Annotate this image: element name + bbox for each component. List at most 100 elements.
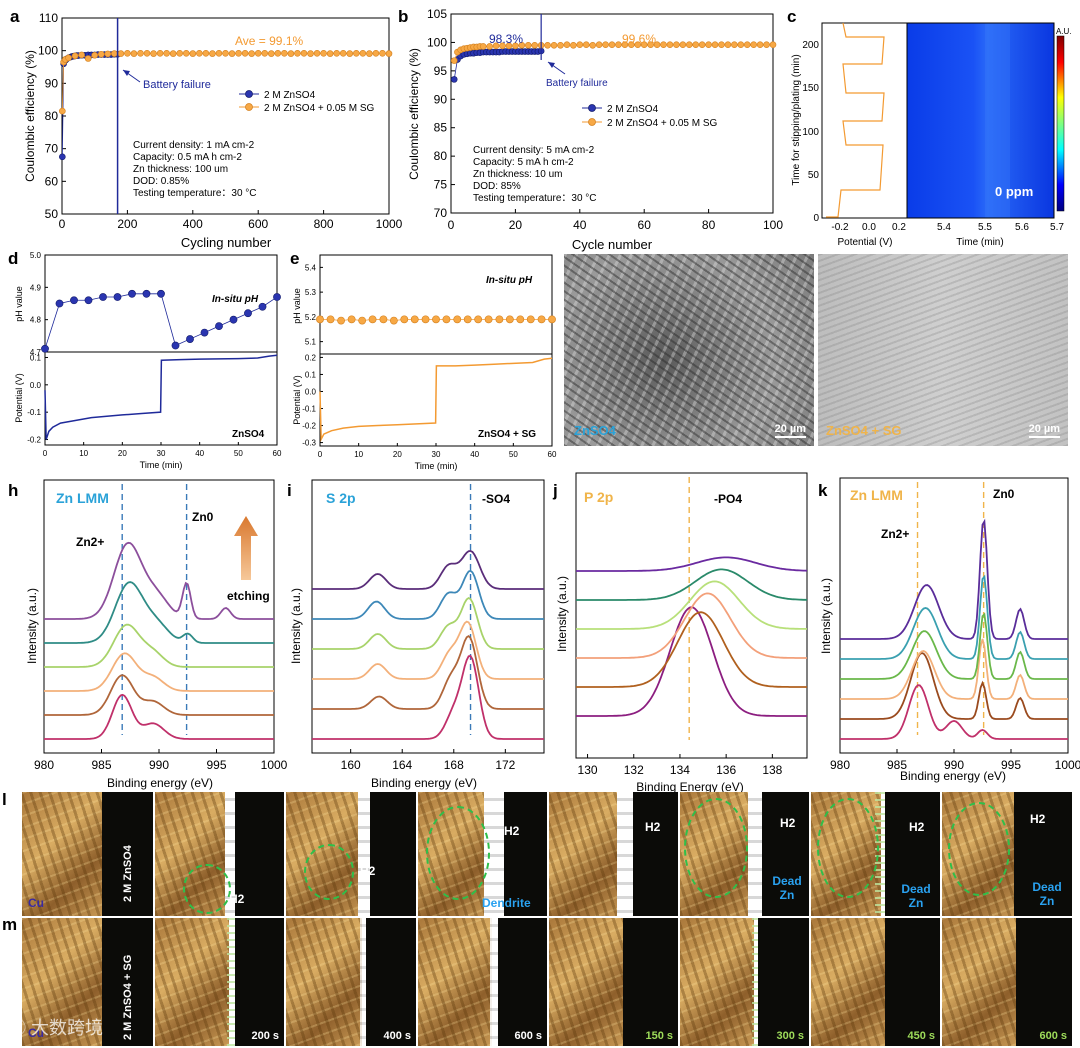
xtick-c-left-2: 0.2: [892, 222, 906, 233]
optical-row-m: Cu 2 M ZnSO4 + SG 200 s 400 s 600 s 150 …: [22, 918, 1072, 1046]
ytick-label-b-0: 70: [434, 206, 448, 220]
xtick-label-d-2: 20: [118, 449, 127, 458]
point-a-1-41: [313, 49, 321, 57]
ph-point-e-14: [463, 315, 472, 324]
time-label-m-4: 300 s: [776, 1030, 804, 1042]
panel-k: 980 985 990 995 1000 Zn LMM Zn2+ Zn0 Intensi…: [819, 477, 1080, 783]
potential-line-d: [44, 354, 278, 440]
xtick-label-i-1: 164: [392, 758, 412, 772]
point-b-1-33: [634, 41, 642, 49]
xtick-label-d-0: 0: [43, 449, 48, 458]
panel-letter-c: c: [787, 7, 796, 26]
peak-label-i: -SO4: [482, 492, 510, 506]
spectrum-h-4: [44, 581, 274, 644]
xlabel-a: Cycling number: [181, 235, 272, 250]
point-a-1-49: [366, 50, 373, 57]
xtick-label-i-0: 160: [341, 758, 361, 772]
point-a-1-23: [196, 49, 203, 57]
ph-point-e-19: [516, 315, 525, 324]
ytick-label-a-4: 90: [45, 76, 59, 90]
ytick-label-b-6: 100: [427, 35, 447, 49]
ylabel-a: Coulombic efficiency (%): [23, 50, 37, 182]
xtick-label-a-3: 600: [248, 217, 268, 231]
title-h: Zn LMM: [56, 490, 109, 506]
point-b-1-25: [582, 41, 590, 49]
point-a-1-4: [71, 52, 79, 60]
point-a-1-47: [352, 49, 360, 57]
point-b-1-46: [718, 41, 725, 49]
bottom-ytick-label-d-2: 0.0: [30, 381, 42, 390]
optical-frame-l-0: Cu 2 M ZnSO4: [22, 792, 153, 916]
failure-label-a: Battery failure: [143, 79, 211, 91]
point-a-1-33: [261, 49, 269, 57]
panel-c: A.U. 0 ppm Time for stipping/plating (mi…: [791, 22, 1072, 248]
colorbar-c: [1056, 35, 1065, 212]
spectrum-i-3: [312, 596, 544, 650]
point-a-1-40: [307, 50, 314, 57]
point-b-1-37: [660, 41, 667, 49]
ylabel-k: Intensity (a.u.): [819, 578, 833, 654]
title-j: P 2p: [584, 489, 613, 505]
plot-frame-k: [839, 477, 1069, 754]
potential-line-e: [319, 357, 553, 443]
optical-frame-l-6: H2 Dead Zn: [811, 792, 940, 916]
ph-point-e-6: [379, 315, 388, 324]
map-shimmer-c: [985, 23, 1010, 218]
optical-frame-l-4: H2: [549, 792, 678, 916]
point-b-1-26: [589, 41, 596, 49]
point-a-1-42: [320, 49, 327, 57]
insitu-label-e: In-situ pH: [486, 275, 533, 286]
time-label-m-5: 450 s: [907, 1030, 935, 1042]
point-b-1-35: [647, 41, 654, 49]
point-b-1-42: [692, 41, 700, 49]
data-marks-h: [44, 484, 274, 740]
xtick-label-d-6: 60: [273, 449, 282, 458]
peak1-label-h: Zn2+: [76, 535, 104, 549]
colorbar-label-c: A.U.: [1056, 27, 1072, 36]
ph-point-d-0: [41, 344, 49, 353]
point-a-1-31: [248, 50, 255, 57]
ytick-label-b-4: 90: [434, 92, 448, 106]
sem-label-g: ZnSO4 + SG: [826, 423, 902, 438]
optical-frame-m-6: 450 s: [811, 918, 940, 1046]
ph-point-d-4: [99, 293, 107, 301]
h2-region-l-5: [684, 798, 748, 898]
point-a-1-14: [137, 49, 144, 57]
point-a-1-5: [78, 51, 85, 59]
ph-point-d-3: [84, 296, 93, 305]
xtick-label-b-3: 60: [638, 218, 652, 232]
plot-frame-j: [575, 472, 808, 759]
ph-point-e-20: [526, 315, 535, 324]
point-a-1-28: [228, 50, 236, 57]
point-b-1-51: [750, 41, 757, 49]
point-b-1-10: [486, 43, 493, 50]
bottom-ytick-label-e-4: 0.1: [305, 370, 317, 379]
spectrum-j-0: [576, 606, 807, 717]
xtick-label-k-1: 985: [887, 758, 907, 772]
spectrum-h-3: [44, 623, 274, 668]
h2-label-l-6: H2: [909, 820, 925, 834]
point-b-1-19: [544, 41, 551, 49]
xtick-label-b-4: 80: [702, 218, 716, 232]
point-a-1-20: [176, 49, 184, 57]
legend-text-a-0: 2 M ZnSO4: [264, 90, 316, 101]
ytick-label-b-3: 85: [434, 121, 448, 135]
ytick-label-a-3: 80: [45, 109, 59, 123]
optical-frame-l-1: H2: [155, 792, 284, 916]
ytick-label-a-2: 70: [45, 142, 59, 156]
panel-b: 0 20 40 60 80 100 70 75 80 85 90 95 100 105 Coulombic…: [407, 7, 783, 252]
data-marks-k: [840, 482, 1068, 740]
conc-label-c: 0 ppm: [995, 184, 1033, 199]
point-b-1-34: [640, 41, 648, 49]
axis-ticks-k: 980 985 990 995 1000: [830, 749, 1080, 772]
xtick-label-k-0: 980: [830, 758, 850, 772]
optical-frame-m-0: Cu 2 M ZnSO4 + SG: [22, 918, 153, 1046]
ytick-label-b-5: 95: [434, 64, 448, 78]
ph-point-d-12: [215, 322, 223, 331]
xtick-label-h-2: 990: [149, 758, 169, 772]
xtick-label-e-4: 40: [470, 450, 479, 459]
ph-point-e-0: [316, 315, 324, 324]
xtick-label-e-2: 20: [393, 450, 402, 459]
condition-a-3: DOD: 0.85%: [133, 176, 189, 187]
ph-point-d-8: [157, 289, 165, 298]
